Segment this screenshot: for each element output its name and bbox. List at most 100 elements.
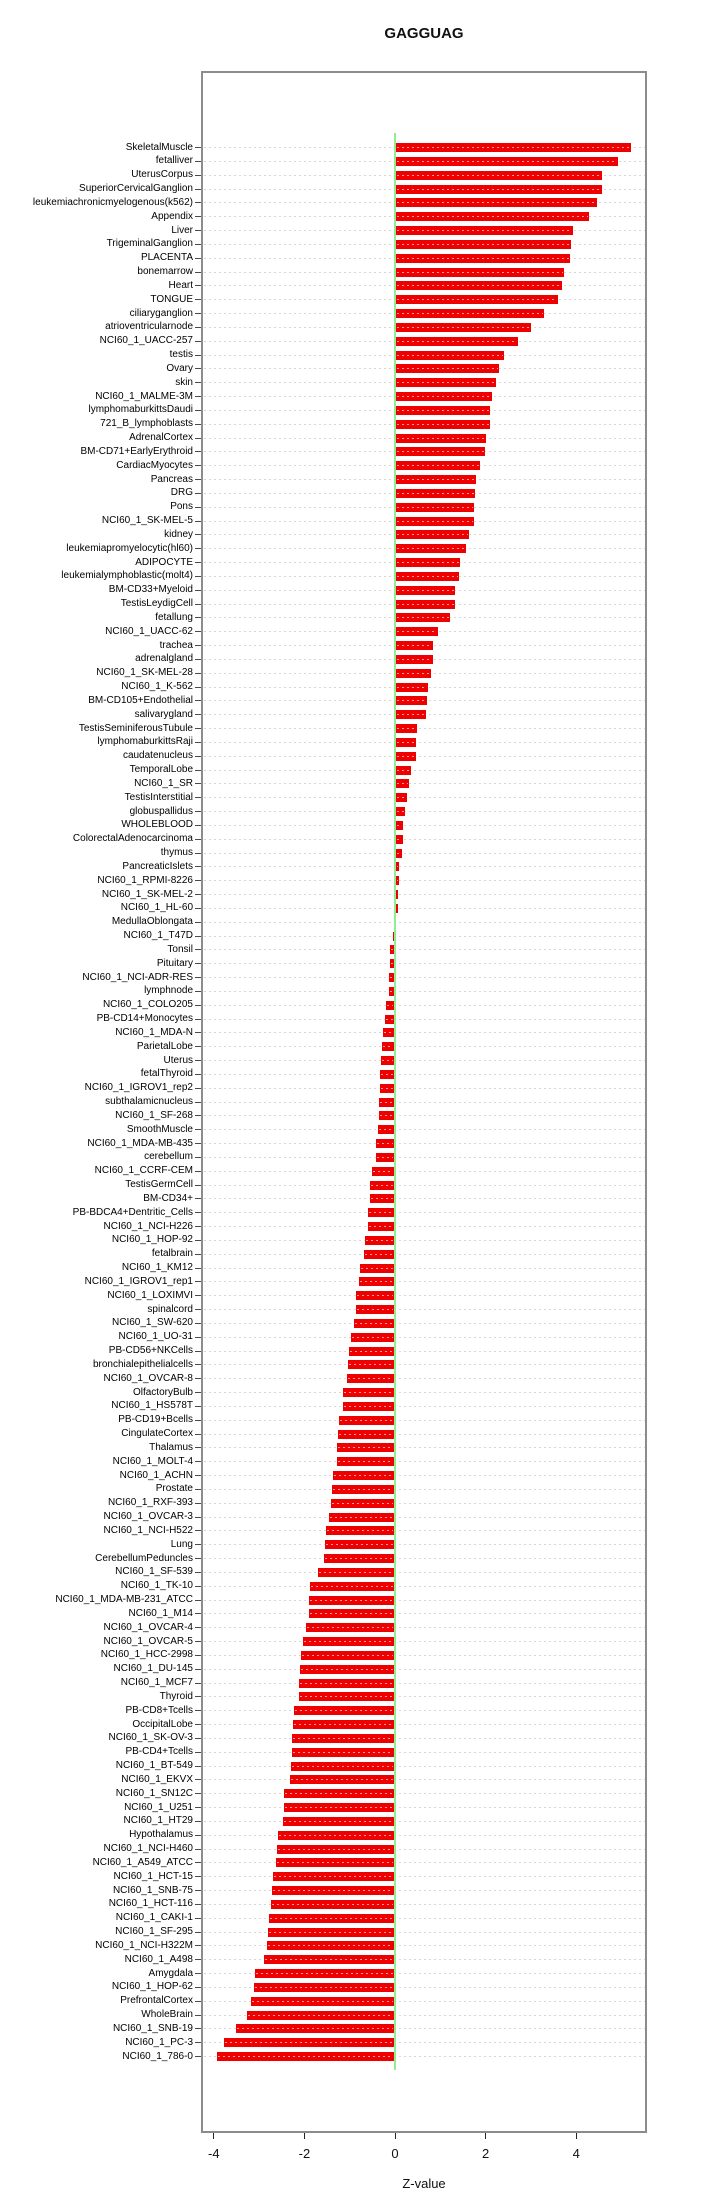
bar-grid-dash — [397, 465, 480, 467]
bar-grid-dash — [397, 216, 589, 218]
category-label: NCI60_1_SK-MEL-2 — [101, 888, 193, 900]
y-axis-tick — [195, 589, 201, 591]
bar-grid-dash — [397, 368, 499, 370]
category-label: NCI60_1_M14 — [128, 1607, 193, 1619]
category-label: NCI60_1_TK-10 — [120, 1580, 193, 1592]
bar-grid-dash — [383, 1046, 393, 1048]
category-label: TrigeminalGanglion — [106, 238, 193, 250]
gridline — [204, 1087, 645, 1089]
bar-grid-dash — [380, 1101, 393, 1103]
y-axis-tick — [195, 963, 201, 965]
gridline — [204, 1447, 645, 1449]
bar-grid-dash — [265, 1959, 393, 1961]
bar-grid-dash — [338, 1433, 393, 1435]
y-axis-tick — [195, 451, 201, 453]
bar — [301, 1650, 394, 1660]
bar — [396, 834, 403, 844]
category-label: Thyroid — [159, 1690, 193, 1702]
category-label: NCI60_1_UACC-257 — [99, 335, 193, 347]
y-axis-tick — [195, 1945, 201, 1947]
category-label: NCI60_1_SNB-75 — [112, 1884, 193, 1896]
y-axis-tick — [195, 1917, 201, 1919]
bar — [396, 530, 470, 540]
category-label: NCI60_1_SR — [134, 777, 193, 789]
bar-grid-dash — [278, 1834, 393, 1836]
category-label: leukemiapromyelocytic(hl60) — [66, 542, 193, 554]
gridline — [204, 1834, 645, 1836]
y-axis-tick — [195, 216, 201, 218]
x-axis-tick — [575, 2133, 577, 2139]
bar — [396, 820, 403, 830]
y-axis-tick — [195, 1198, 201, 1200]
y-axis-tick — [195, 1959, 201, 1961]
y-axis-tick — [195, 230, 201, 231]
y-axis-tick — [195, 1309, 201, 1310]
y-axis-tick — [195, 1115, 201, 1117]
bar — [396, 890, 399, 899]
bar-grid-dash — [397, 714, 426, 716]
y-axis-tick — [195, 1350, 201, 1352]
bar-grid-dash — [397, 396, 491, 397]
y-axis-tick — [195, 631, 201, 633]
bar — [378, 1125, 394, 1135]
gridline — [204, 1405, 645, 1407]
bar-grid-dash — [218, 2056, 393, 2058]
bar — [388, 986, 394, 996]
bar-grid-dash — [330, 1516, 393, 1518]
y-axis-tick — [195, 755, 201, 757]
bar — [358, 1277, 394, 1287]
bar — [367, 1222, 394, 1231]
bar-grid-dash — [337, 1461, 393, 1463]
y-axis-tick — [195, 1585, 201, 1587]
category-label: ADIPOCYTE — [135, 556, 193, 568]
bar-grid-dash — [397, 631, 438, 633]
category-label: NCI60_1_U251 — [124, 1801, 193, 1813]
x-axis-title: Z-value — [402, 2176, 446, 2191]
y-axis-tick — [195, 700, 201, 702]
bar — [277, 1830, 394, 1840]
category-label: NCI60_1_OVCAR-8 — [103, 1372, 193, 1384]
y-axis-tick — [195, 728, 201, 729]
bar — [284, 1789, 394, 1799]
bar-grid-dash — [397, 451, 484, 453]
y-axis-tick — [195, 1073, 201, 1075]
gridline — [204, 1336, 645, 1338]
category-label: OlfactoryBulb — [132, 1386, 193, 1398]
bar — [268, 1927, 394, 1937]
bar-grid-dash — [381, 1060, 393, 1061]
category-label: NCI60_1_UACC-62 — [105, 625, 193, 637]
category-label: NCI60_1_NCI-H226 — [103, 1220, 194, 1232]
bar — [396, 751, 416, 761]
x-axis-tick-label: -2 — [298, 2146, 311, 2161]
bar — [396, 392, 492, 401]
bar — [396, 862, 400, 872]
category-label: NCI60_1_CCRF-CEM — [94, 1165, 193, 1177]
gridline — [204, 1973, 645, 1974]
y-axis-tick — [195, 783, 201, 785]
category-label: fetalbrain — [151, 1248, 193, 1260]
bar — [364, 1235, 394, 1245]
gridline — [204, 1322, 645, 1324]
bar-grid-dash — [397, 866, 399, 868]
y-axis-tick — [195, 1696, 201, 1698]
bar-grid-dash — [338, 1447, 393, 1449]
category-label: NCI60_1_HT29 — [123, 1815, 193, 1827]
bar — [396, 488, 475, 498]
gridline — [204, 1143, 645, 1144]
gridline — [204, 1751, 645, 1753]
category-label: thymus — [160, 847, 193, 858]
bar-grid-dash — [379, 1129, 393, 1131]
category-label: NCI60_1_RXF-393 — [107, 1497, 193, 1509]
bar-grid-dash — [397, 271, 563, 273]
category-label: NCI60_1_DU-145 — [113, 1663, 194, 1675]
y-axis-tick — [195, 2014, 201, 2016]
y-axis-tick — [195, 1170, 201, 1172]
bar-grid-dash — [360, 1267, 393, 1269]
bar — [396, 170, 603, 180]
bar — [396, 350, 504, 360]
bar-grid-dash — [225, 2042, 393, 2044]
bar — [292, 1733, 394, 1743]
category-label: NCI60_1_COLO205 — [102, 999, 193, 1011]
y-axis-tick — [195, 603, 201, 605]
category-label: kidney — [164, 528, 193, 540]
